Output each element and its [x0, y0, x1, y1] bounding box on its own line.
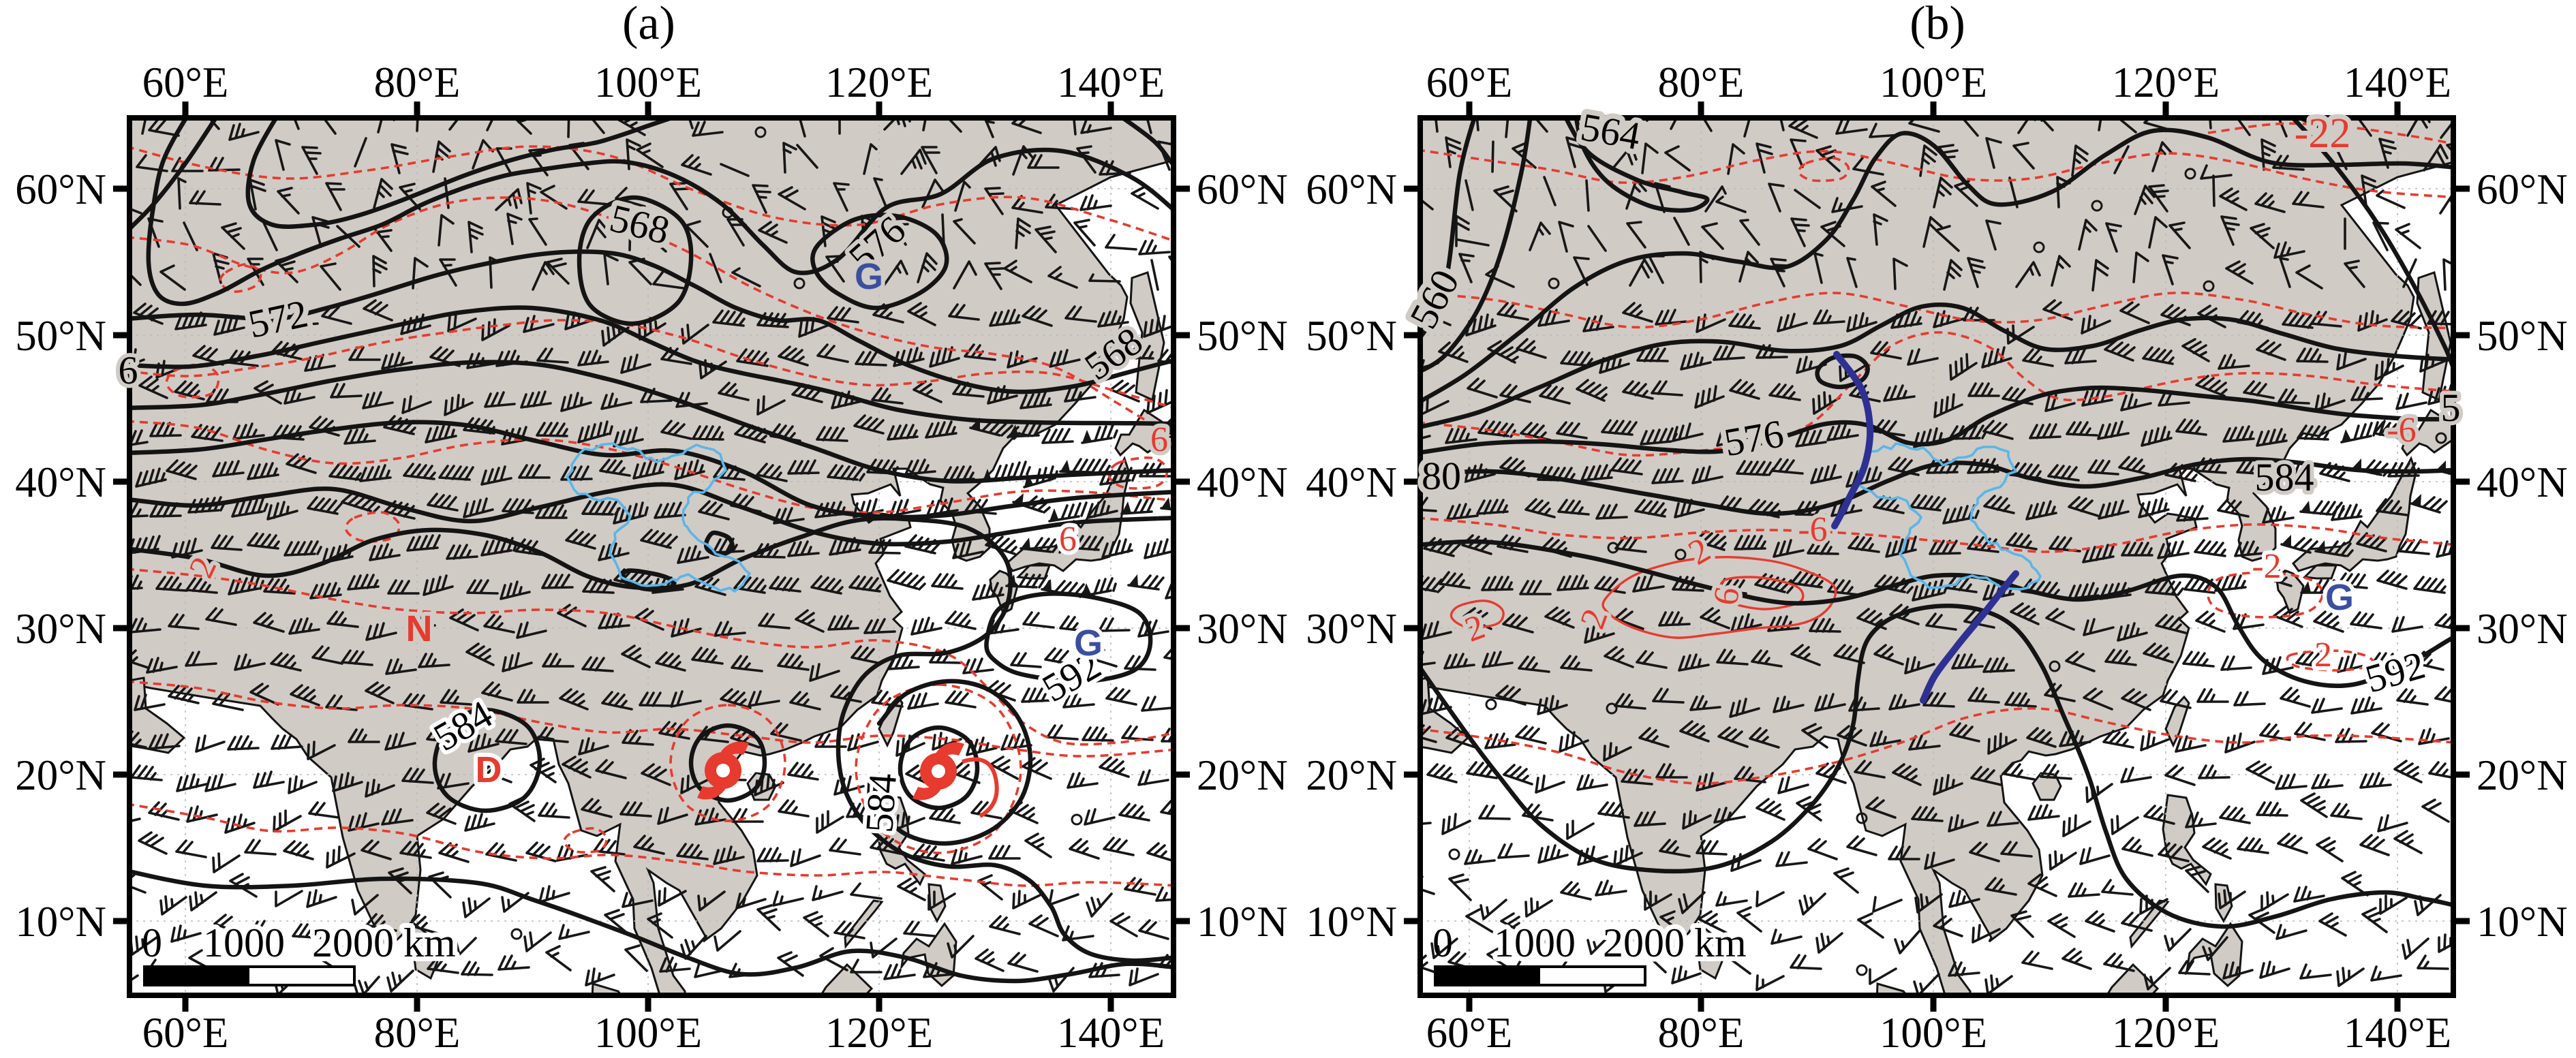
svg-text:576: 576 — [1721, 411, 1787, 465]
svg-text:60°E: 60°E — [142, 1009, 229, 1057]
svg-text:80°E: 80°E — [374, 1009, 461, 1057]
svg-text:-22: -22 — [2295, 110, 2351, 157]
svg-text:20°N: 20°N — [1197, 751, 1288, 799]
svg-text:140°E: 140°E — [1057, 59, 1165, 106]
svg-text:60°E: 60°E — [1426, 59, 1513, 106]
svg-text:6: 6 — [1150, 420, 1168, 459]
svg-text:50°N: 50°N — [2477, 312, 2568, 360]
svg-text:40°N: 40°N — [2477, 458, 2568, 506]
svg-text:6: 6 — [1059, 520, 1077, 559]
svg-text:60°N: 60°N — [15, 166, 106, 213]
svg-text:10°N: 10°N — [1306, 898, 1397, 946]
svg-text:60°N: 60°N — [1197, 166, 1288, 213]
svg-text:60°N: 60°N — [1306, 166, 1397, 213]
svg-text:-2: -2 — [2252, 547, 2281, 586]
svg-text:km: km — [1694, 920, 1747, 965]
svg-text:120°E: 120°E — [825, 1009, 933, 1057]
svg-text:40°N: 40°N — [1197, 458, 1288, 506]
svg-text:40°N: 40°N — [15, 458, 106, 506]
svg-text:100°E: 100°E — [1880, 1009, 1987, 1057]
svg-text:10°N: 10°N — [15, 898, 106, 946]
svg-text:-6: -6 — [1798, 510, 1827, 549]
svg-text:30°N: 30°N — [1197, 605, 1288, 653]
svg-text:120°E: 120°E — [825, 59, 933, 106]
svg-text:-6: -6 — [2387, 411, 2416, 450]
svg-text:140°E: 140°E — [2344, 59, 2451, 106]
svg-text:80°E: 80°E — [1658, 1009, 1745, 1057]
svg-text:80°E: 80°E — [374, 59, 461, 106]
svg-text:1000: 1000 — [1494, 920, 1576, 965]
svg-text:5: 5 — [2441, 386, 2461, 430]
svg-text:10°N: 10°N — [1197, 898, 1288, 946]
svg-text:km: km — [403, 920, 456, 965]
svg-text:584: 584 — [2255, 455, 2314, 499]
svg-text:60°N: 60°N — [2477, 166, 2568, 213]
svg-text:(a): (a) — [622, 0, 675, 50]
svg-text:100°E: 100°E — [594, 59, 702, 106]
svg-text:100°E: 100°E — [1880, 59, 1987, 106]
svg-text:G: G — [1074, 623, 1103, 664]
svg-text:2: 2 — [2314, 636, 2332, 674]
svg-text:30°N: 30°N — [1306, 605, 1397, 653]
svg-text:G: G — [2325, 577, 2354, 618]
svg-text:D: D — [476, 749, 502, 790]
svg-text:50°N: 50°N — [1197, 312, 1288, 360]
svg-text:0: 0 — [142, 920, 162, 965]
svg-text:572: 572 — [245, 291, 312, 347]
svg-text:60°E: 60°E — [1426, 1009, 1513, 1057]
svg-text:20°N: 20°N — [2477, 751, 2568, 799]
svg-text:140°E: 140°E — [2344, 1009, 2451, 1057]
svg-text:40°N: 40°N — [1306, 458, 1397, 506]
svg-text:2000: 2000 — [312, 920, 394, 965]
svg-text:2000: 2000 — [1603, 920, 1685, 965]
svg-text:80: 80 — [1422, 454, 1461, 498]
svg-text:60°E: 60°E — [142, 59, 229, 106]
svg-text:120°E: 120°E — [2112, 59, 2220, 106]
svg-text:N: N — [406, 608, 433, 649]
svg-text:6: 6 — [119, 348, 138, 392]
svg-text:30°N: 30°N — [15, 605, 106, 653]
svg-text:(b): (b) — [1910, 0, 1965, 50]
svg-text:10°N: 10°N — [2477, 898, 2568, 946]
svg-text:50°N: 50°N — [1306, 312, 1397, 360]
svg-text:80°E: 80°E — [1658, 59, 1745, 106]
svg-text:140°E: 140°E — [1057, 1009, 1165, 1057]
svg-text:20°N: 20°N — [1306, 751, 1397, 799]
svg-text:50°N: 50°N — [15, 312, 106, 360]
svg-text:30°N: 30°N — [2477, 605, 2568, 653]
svg-text:120°E: 120°E — [2112, 1009, 2220, 1057]
svg-text:100°E: 100°E — [594, 1009, 702, 1057]
svg-text:G: G — [855, 256, 883, 297]
svg-text:20°N: 20°N — [15, 751, 106, 799]
svg-text:1000: 1000 — [203, 920, 285, 965]
svg-text:0: 0 — [1432, 920, 1453, 965]
svg-text:584: 584 — [857, 772, 905, 834]
